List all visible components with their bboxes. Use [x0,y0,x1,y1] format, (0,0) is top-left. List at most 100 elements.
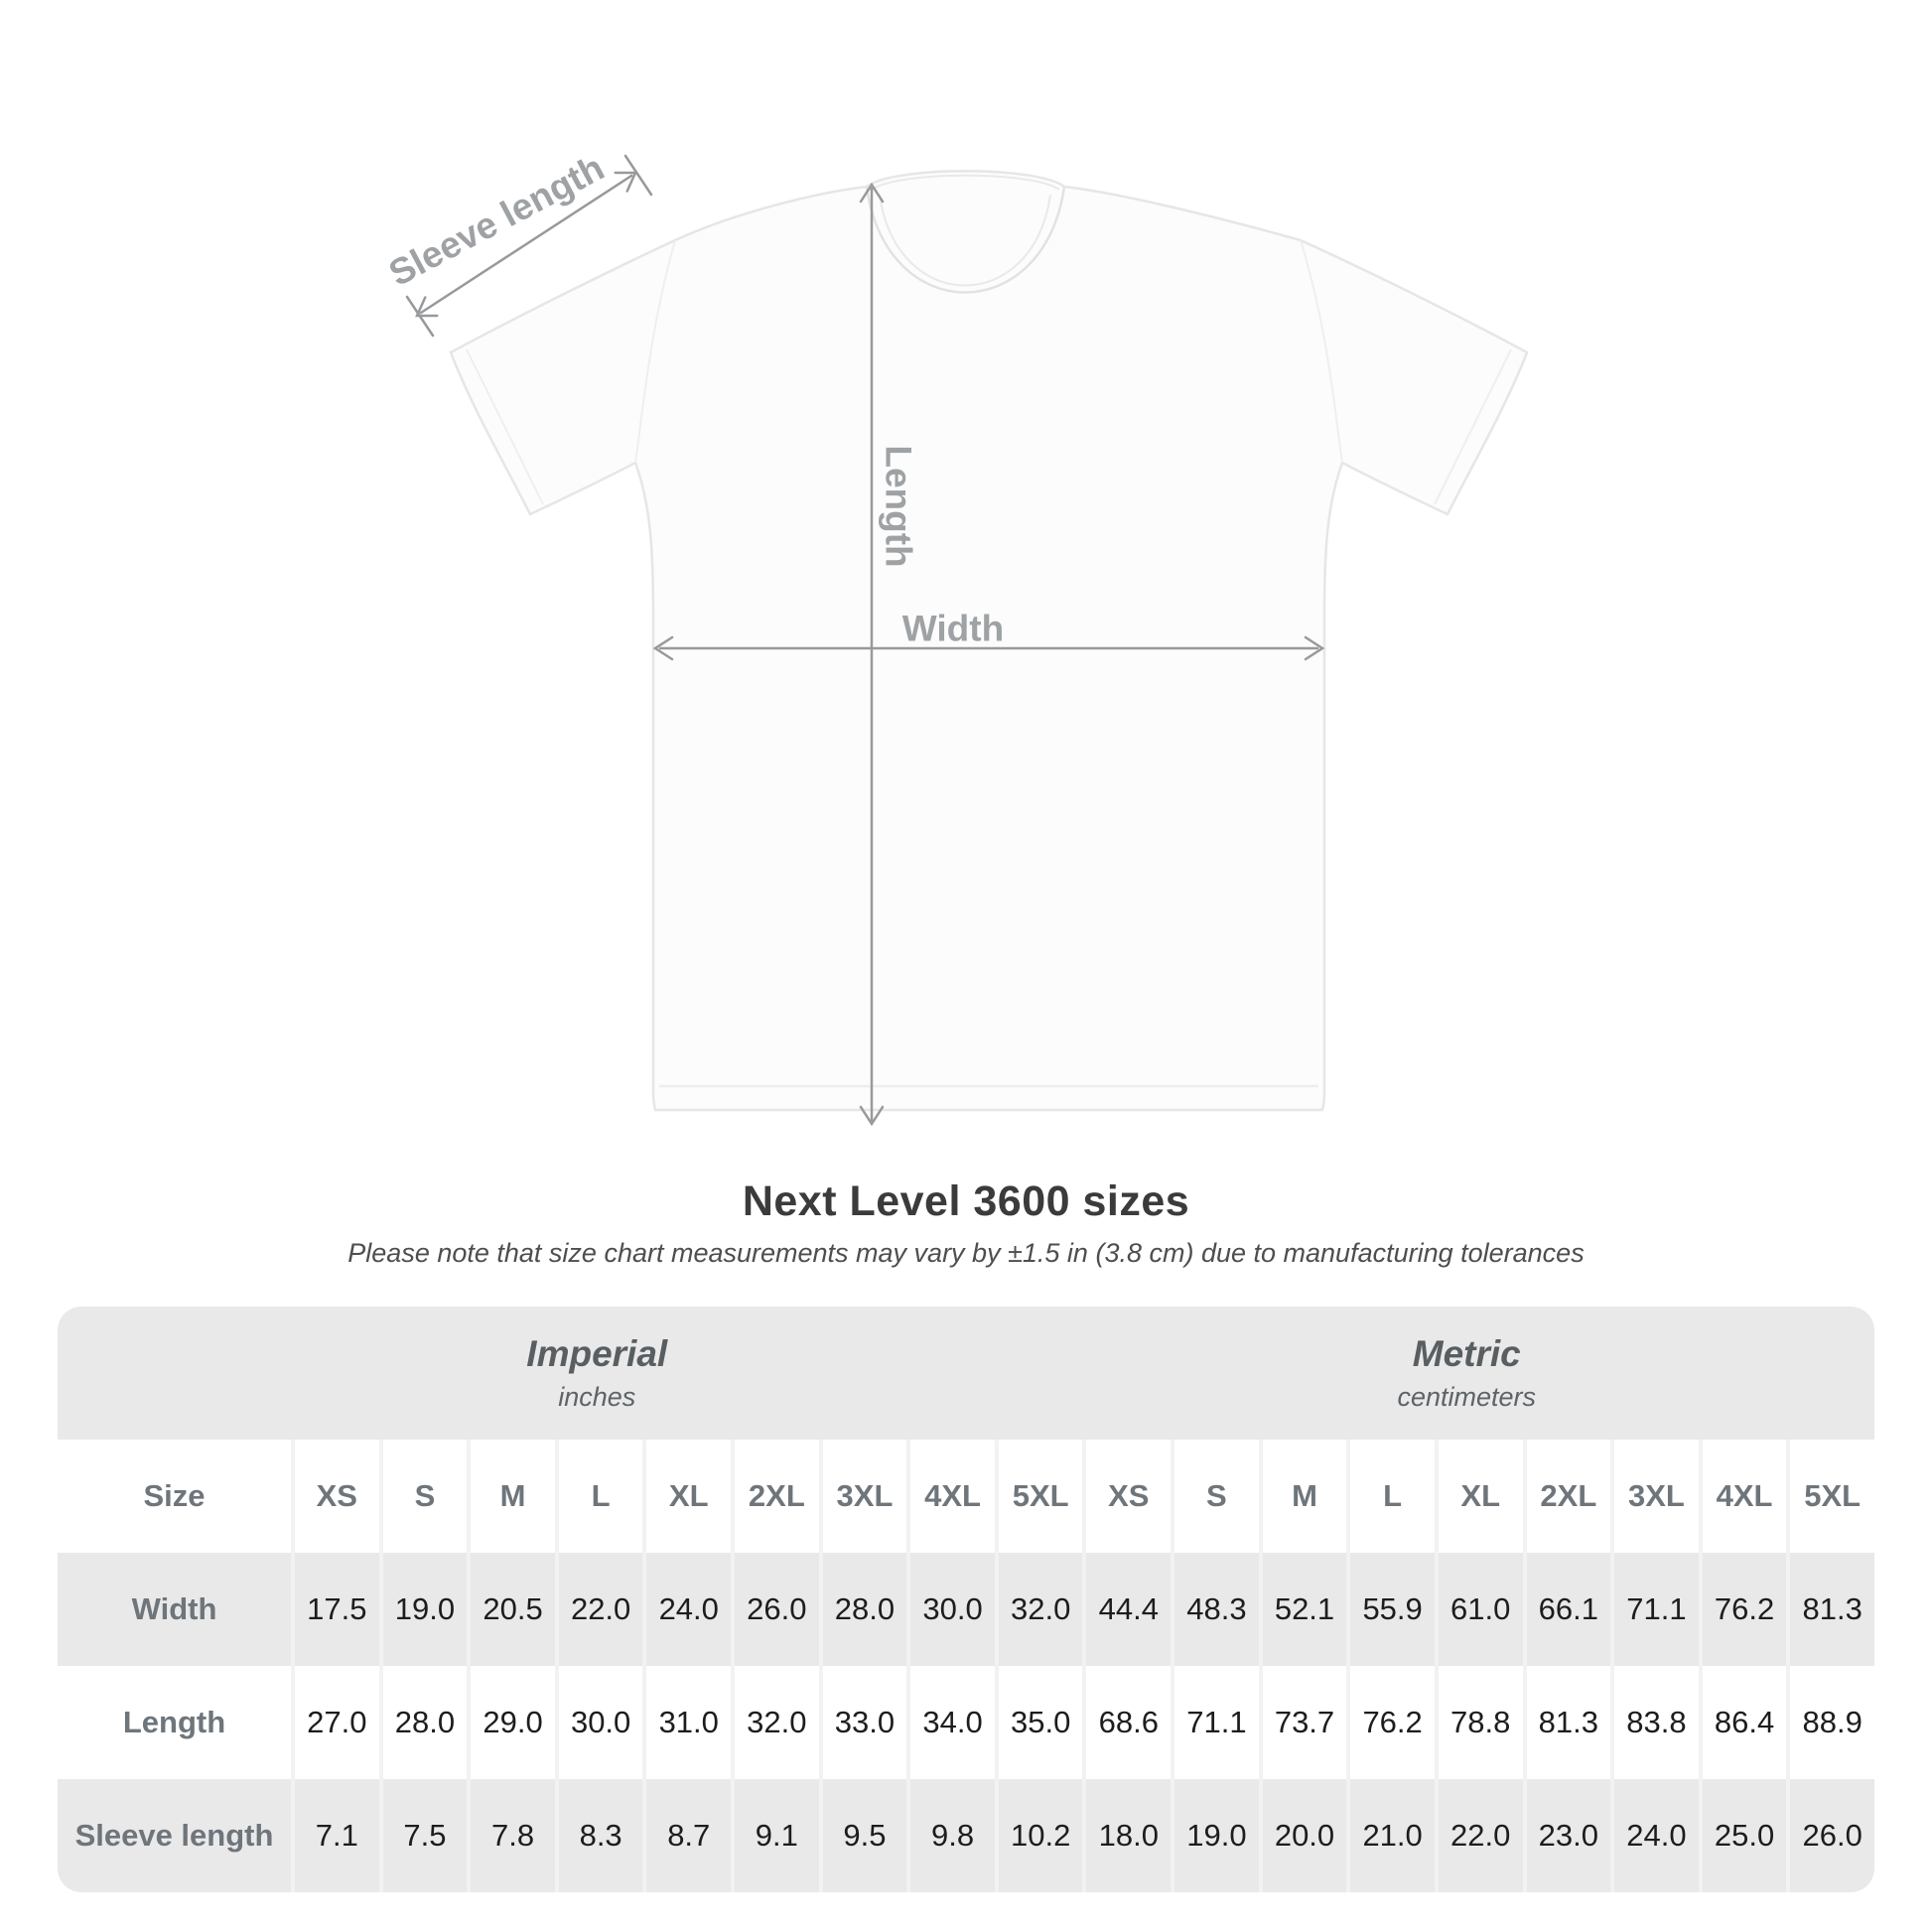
sleeve-arrow-line [419,174,633,315]
sleeve-length-label: Sleeve length [382,147,611,294]
value-cell: 9.8 [906,1779,995,1892]
width-arrowhead-left [652,635,674,661]
value-cell: 20.5 [467,1553,555,1666]
collar-inner [879,194,1051,287]
measurement-arrows [405,154,1325,1127]
unit-group-unit: centimeters [1397,1381,1537,1412]
value-cell: 9.5 [818,1779,907,1892]
size-header-row: Size XS S M L XL 2XL 3XL 4XL 5XL XS S M L XL 2XL 3XL 4XL… [58,1440,1874,1553]
column-header-imperial-3xl: 3XL [818,1440,907,1553]
value-cell: 26.0 [731,1553,819,1666]
column-header-imperial-xl: XL [642,1440,731,1553]
value-cell: 24.0 [1610,1779,1699,1892]
value-cell: 8.7 [642,1779,731,1892]
value-cell: 24.0 [642,1553,731,1666]
tshirt-body [449,170,1529,1112]
tshirt-illustration [449,170,1529,1112]
column-header-imperial-s: S [378,1440,468,1553]
unit-group-metric: Metric centimeters [1083,1307,1875,1440]
value-cell: 71.1 [1610,1553,1699,1666]
value-cell: 22.0 [554,1553,643,1666]
page-subtitle: Please note that size chart measurements… [347,1238,1585,1268]
table-row-length: Length 27.0 28.0 29.0 30.0 31.0 32.0 33.0 34.0 35… [58,1666,1874,1779]
value-cell: 22.0 [1434,1779,1523,1892]
value-cell: 73.7 [1258,1666,1347,1779]
column-header-imperial-5xl: 5XL [994,1440,1083,1553]
value-cell: 78.8 [1434,1666,1523,1779]
value-cell: 28.0 [378,1666,468,1779]
width-arrowhead-right [1304,635,1325,661]
value-cell: 83.8 [1610,1666,1699,1779]
value-cell: 17.5 [291,1553,379,1666]
value-cell: 7.8 [467,1779,555,1892]
table-row-sleeve-length: Sleeve length 7.1 7.5 7.8 8.3 8.7 9.1 9.5 9.8 10.… [58,1779,1874,1892]
width-label: Width [902,609,1004,649]
length-arrowhead-bottom [859,1105,885,1127]
value-cell: 9.1 [731,1779,819,1892]
value-cell: 61.0 [1434,1553,1523,1666]
row-label: Length [122,1705,226,1739]
value-cell: 68.6 [1082,1666,1171,1779]
value-cell: 21.0 [1346,1779,1435,1892]
tshirt-diagram: Sleeve length Length Width [382,147,1529,1127]
column-header-imperial-2xl: 2XL [731,1440,819,1553]
armhole-seam-left [634,239,676,464]
column-header-imperial-l: L [554,1440,643,1553]
row-label: Sleeve length [74,1818,274,1853]
value-cell: 34.0 [906,1666,995,1779]
value-cell: 88.9 [1786,1666,1874,1779]
column-header-metric-l: L [1346,1440,1435,1553]
value-cell: 27.0 [291,1666,379,1779]
value-cell: 52.1 [1258,1553,1347,1666]
table-row-width: Width 17.5 19.0 20.5 22.0 24.0 26.0 28.0 30.0 32.… [58,1553,1874,1666]
value-cell: 48.3 [1171,1553,1259,1666]
value-cell: 81.3 [1522,1666,1611,1779]
value-cell: 10.2 [994,1779,1083,1892]
value-cell: 28.0 [818,1553,907,1666]
value-cell: 71.1 [1171,1666,1259,1779]
value-cell: 76.2 [1698,1553,1787,1666]
value-cell: 35.0 [994,1666,1083,1779]
collar-back-seam [871,174,1060,191]
column-header-metric-3xl: 3XL [1610,1440,1699,1553]
length-arrowhead-top [859,182,885,204]
column-header-imperial-m: M [467,1440,555,1553]
units-band: Imperial inches Metric centimeters [58,1307,1874,1440]
value-cell: 32.0 [994,1553,1083,1666]
value-cell: 55.9 [1346,1553,1435,1666]
value-cell: 18.0 [1082,1779,1171,1892]
size-chart-table: Imperial inches Metric centimeters Size … [58,1307,1874,1892]
value-cell: 25.0 [1698,1779,1787,1892]
value-cell: 26.0 [1786,1779,1874,1892]
row-label: Width [131,1591,217,1626]
value-cell: 66.1 [1522,1553,1611,1666]
column-header-imperial-xs: XS [291,1440,379,1553]
cuff-seam-left [466,348,544,505]
cuff-seam-right [1434,348,1512,505]
column-header-imperial-4xl: 4XL [906,1440,995,1553]
unit-group-unit: inches [558,1381,636,1412]
unit-group-name: Metric [1412,1333,1521,1375]
value-cell: 8.3 [554,1779,643,1892]
value-cell: 33.0 [818,1666,907,1779]
value-cell: 19.0 [378,1553,468,1666]
value-cell: 19.0 [1171,1779,1259,1892]
value-cell: 86.4 [1698,1666,1787,1779]
value-cell: 30.0 [554,1666,643,1779]
value-cell: 81.3 [1786,1553,1874,1666]
value-cell: 29.0 [467,1666,555,1779]
corner-cell-size: Size [143,1478,206,1513]
value-cell: 7.5 [378,1779,468,1892]
column-header-metric-2xl: 2XL [1522,1440,1611,1553]
unit-group-name: Imperial [526,1333,668,1375]
value-cell: 31.0 [642,1666,731,1779]
collar-outer [865,186,1066,294]
unit-group-imperial: Imperial inches [58,1307,1083,1440]
column-header-metric-xl: XL [1434,1440,1523,1553]
length-label: Length [879,445,919,567]
column-header-metric-s: S [1171,1440,1259,1553]
value-cell: 44.4 [1082,1553,1171,1666]
armhole-seam-right [1300,239,1343,464]
column-header-metric-5xl: 5XL [1786,1440,1874,1553]
value-cell: 76.2 [1346,1666,1435,1779]
